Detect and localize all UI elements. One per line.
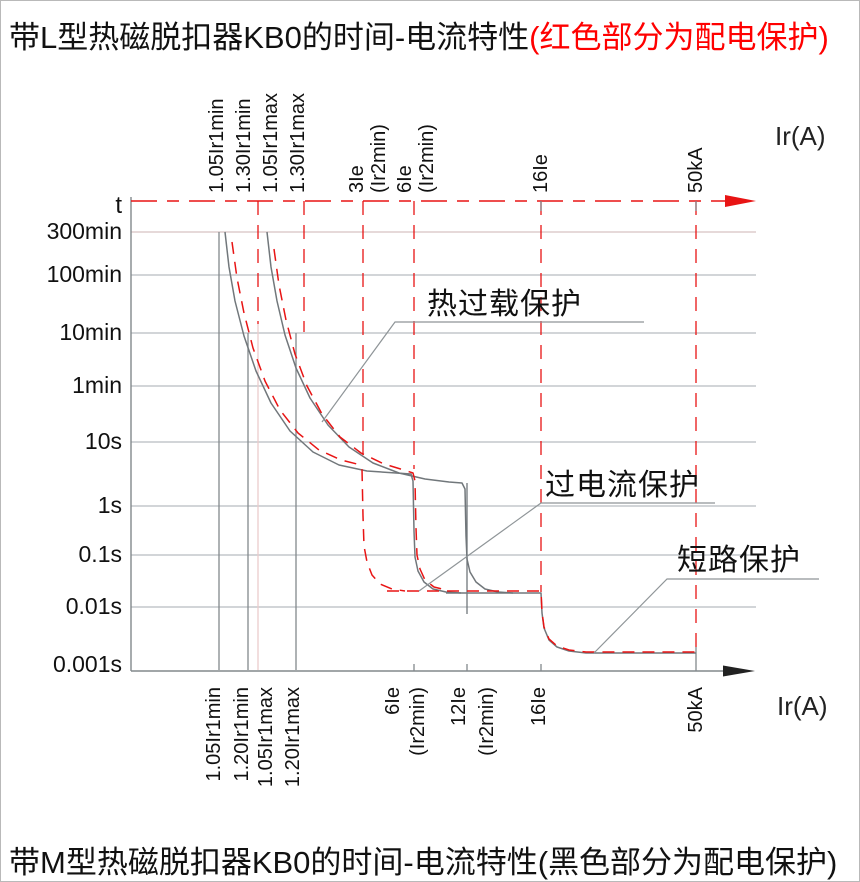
title-top: 带L型热磁脱扣器KB0的时间-电流特性(红色部分为配电保护) (9, 12, 829, 57)
top-tick-3Ie-sub: (Ir2min) (368, 124, 390, 193)
bottom-tick-6Ie: 6Ie (382, 687, 404, 715)
y-tick-label-100min: 100min (46, 261, 122, 287)
top-tick-1.30Ir1min: 1.30Ir1min (233, 98, 255, 194)
annotation-leader-2 (593, 578, 819, 654)
y-axis-name-t: t (115, 192, 122, 219)
title-top-red-note: (红色部分为配电保护) (529, 20, 829, 55)
top-tick-1.30Ir1max: 1.30Ir1max (287, 92, 309, 193)
annotation-leader-1 (418, 502, 715, 592)
y-tick-label-0.01s: 0.01s (65, 593, 122, 619)
curve-l-type-thermal-min (231, 241, 406, 592)
curve-instantaneous-red (387, 590, 695, 653)
annotation-过电流保护: 过电流保护 (545, 469, 700, 502)
curve-l-type-thermal-max (273, 248, 447, 591)
y-tick-label-10s: 10s (84, 428, 122, 454)
top-tick-3Ie: 3Ie (346, 165, 368, 193)
top-axis-name-ira: Ir(A) (775, 121, 826, 151)
curve-instantaneous-black (446, 592, 696, 654)
annotation-热过载保护: 热过载保护 (427, 288, 582, 321)
y-tick-label-10min: 10min (59, 319, 122, 345)
title-bottom: 带M型热磁脱扣器KB0的时间-电流特性(黑色部分为配电保护) (9, 845, 838, 880)
y-tick-label-1min: 1min (72, 372, 122, 398)
bottom-tick-1.05Ir1min: 1.05Ir1min (203, 687, 225, 782)
x-axis-top-arrow (725, 195, 756, 207)
top-tick-1.05Ir1min: 1.05Ir1min (206, 98, 228, 194)
annotation-短路保护: 短路保护 (677, 544, 801, 577)
bottom-tick-16Ie: 16Ie (528, 687, 550, 726)
top-tick-1.05Ir1max: 1.05Ir1max (260, 92, 282, 193)
y-tick-label-0.1s: 0.1s (78, 541, 122, 567)
top-tick-6Ie-sub: (Ir2min) (416, 124, 438, 193)
y-tick-label-1s: 1s (97, 492, 122, 518)
top-tick-16Ie: 16Ie (530, 154, 552, 193)
curve-m-type-thermal-max (266, 231, 514, 594)
bottom-tick-1.20Ir1min: 1.20Ir1min (231, 687, 253, 782)
bottom-tick-50kA: 50kA (685, 687, 707, 733)
curve-m-type-thermal-min (224, 231, 462, 594)
y-tick-label-0.001s: 0.001s (52, 651, 122, 677)
top-tick-6Ie: 6Ie (394, 165, 416, 193)
y-tick-label-300min: 300min (46, 218, 122, 244)
bottom-tick-12Ie-sub: (Ir2min) (476, 687, 498, 756)
title-top-main: 带L型热磁脱扣器KB0的时间-电流特性 (9, 20, 530, 55)
top-tick-50kA: 50kA (685, 147, 707, 193)
bottom-axis-name-ira: Ir(A) (777, 691, 828, 721)
bottom-tick-12Ie: 12Ie (448, 687, 470, 726)
x-axis-bottom-arrow (723, 665, 755, 677)
bottom-tick-6Ie-sub: (Ir2min) (407, 687, 429, 756)
bottom-tick-1.05Ir1max: 1.05Ir1max (255, 687, 277, 788)
bottom-tick-1.20Ir1max: 1.20Ir1max (282, 687, 304, 788)
annotation-leader-0 (321, 321, 644, 423)
